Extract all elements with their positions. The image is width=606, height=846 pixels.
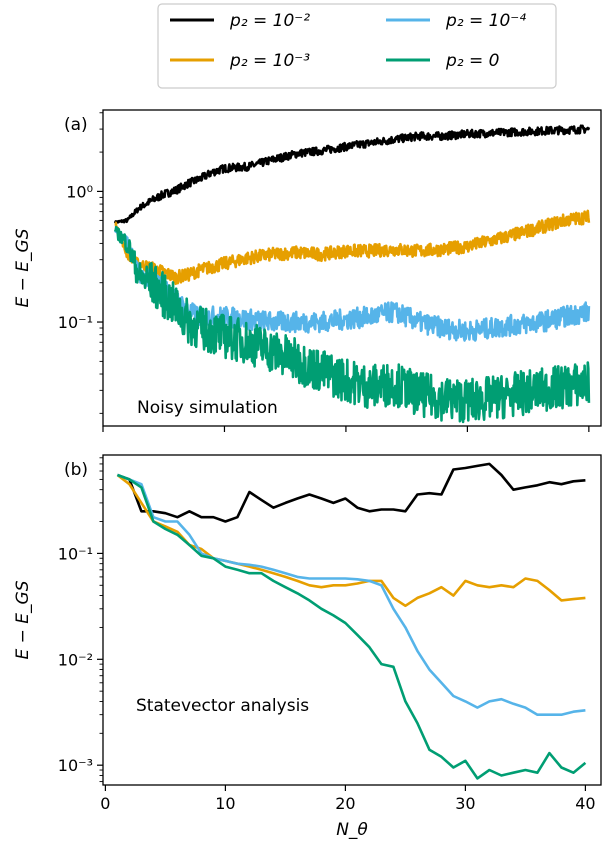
y-tick-label: 10⁻³ — [58, 756, 93, 775]
series-line — [113, 229, 591, 342]
legend: p₂ = 10⁻² p₂ = 10⁻³ p₂ = 10⁻⁴ p₂ = 0 — [157, 3, 557, 89]
x-tick-label: 0 — [100, 794, 110, 813]
panel-b: (b) Statevector analysis E − E_GS N_θ 10… — [13, 454, 602, 840]
panel-a-label: (a) — [64, 115, 88, 135]
series-line — [113, 124, 591, 224]
x-axis-label: N_θ — [336, 820, 368, 840]
y-tick-label: 10⁻¹ — [58, 544, 93, 563]
series-line — [116, 473, 586, 716]
x-tick-label: 30 — [455, 794, 475, 813]
panel-a: (a) Noisy simulation E − E_GS 10⁰ 10⁻¹ — [13, 109, 602, 432]
panel-a-annotation: Noisy simulation — [137, 398, 278, 418]
x-tick-label: 40 — [575, 794, 595, 813]
panel-b-label: (b) — [64, 460, 88, 480]
legend-label: p₂ = 10⁻⁴ — [445, 11, 526, 31]
series-line — [116, 473, 587, 780]
series-line — [116, 462, 586, 523]
series-line — [113, 225, 591, 424]
series-line — [116, 473, 586, 608]
panel-b-ylabel: E − E_GS — [13, 580, 33, 659]
legend-frame — [157, 3, 557, 89]
legend-label: p₂ = 0 — [445, 51, 499, 71]
panel-b-frame — [102, 454, 602, 786]
y-tick-label: 10⁻¹ — [58, 313, 93, 332]
legend-label: p₂ = 10⁻³ — [229, 51, 310, 71]
legend-label: p₂ = 10⁻² — [229, 11, 310, 31]
panel-a-ylabel: E − E_GS — [13, 228, 33, 307]
x-tick-label: 20 — [335, 794, 355, 813]
series-line — [114, 209, 591, 286]
y-tick-label: 10⁰ — [66, 182, 93, 201]
x-tick-label: 10 — [215, 794, 235, 813]
y-tick-label: 10⁻² — [58, 650, 93, 669]
panel-a-frame — [102, 109, 602, 427]
panel-b-annotation: Statevector analysis — [136, 696, 309, 716]
